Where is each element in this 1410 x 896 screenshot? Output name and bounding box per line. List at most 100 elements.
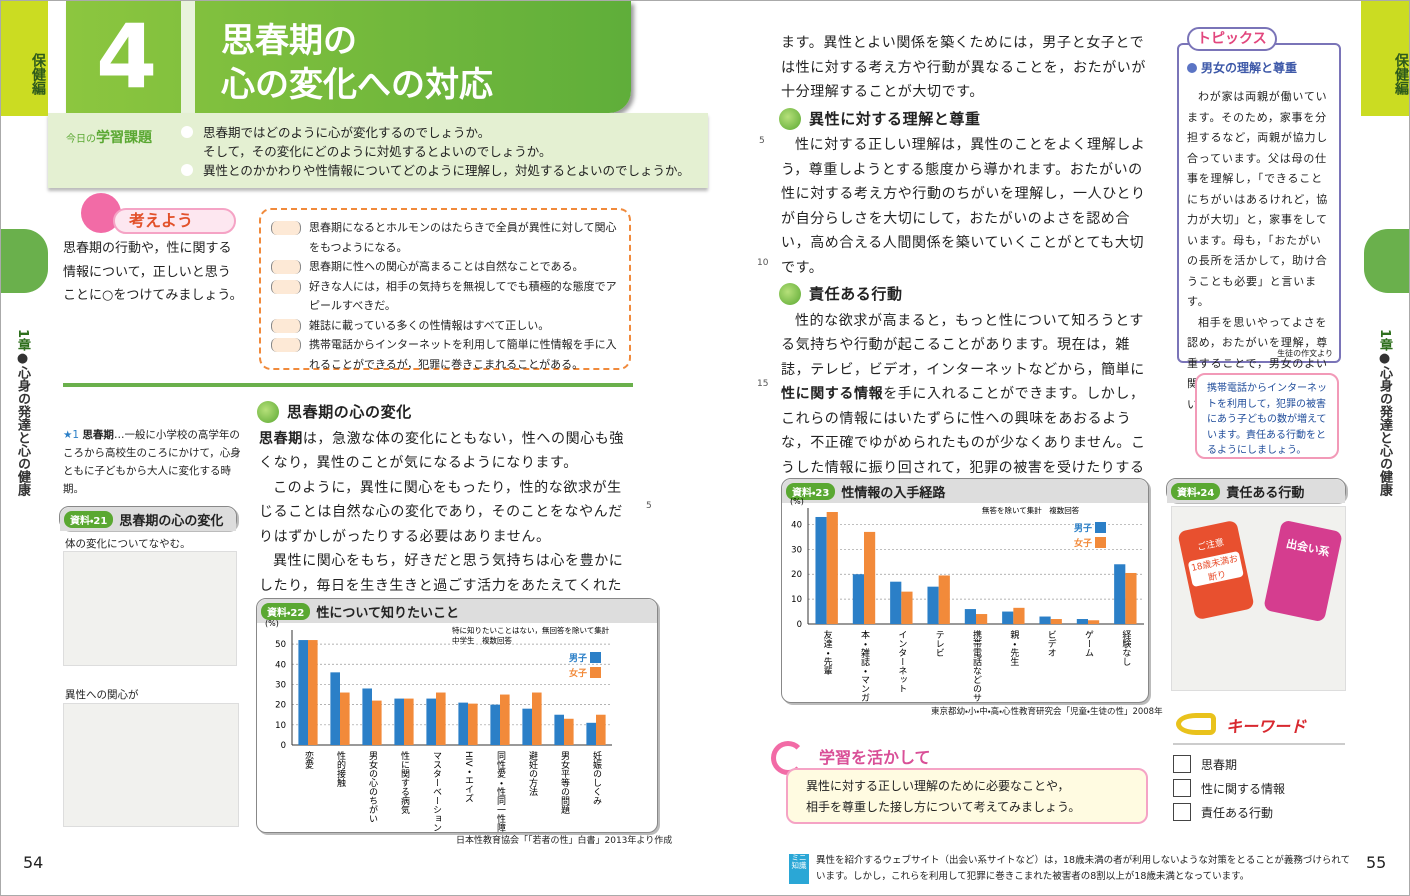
section-tab: 保健編 <box>1 1 48 116</box>
material-header: 資料・24 責任ある行動 <box>1167 479 1345 503</box>
bar <box>468 703 478 745</box>
caption: 体の変化についてなやむ。 <box>65 538 191 550</box>
legend-swatch <box>1095 537 1106 548</box>
bullet <box>181 126 193 138</box>
chart-note: 無答を除いて集計 複数回答 <box>982 505 1080 515</box>
chart-label: 資料・23 <box>786 482 836 500</box>
illustration: ご注意 18歳未満お断り 出会い系 <box>1171 506 1346 691</box>
checklist-text: 好きな人には，相手の気持ちを無視してでも積極的な態度でアピールすべきだ。 <box>309 279 617 313</box>
objective-line: 思春期ではどのように心が変化するのでしょうか。 <box>203 125 491 140</box>
material-header: 資料・21 思春期の心の変化 <box>60 507 236 531</box>
chart-box: 資料・23 性情報の入手経路 (%) 無答を除いて集計 複数回答 0 10 20 30 40 友達… <box>781 478 1149 703</box>
y-tick-label: 20 <box>275 701 286 711</box>
bullet <box>1187 62 1197 73</box>
heading-text: 異性に対する理解と尊重 <box>809 109 981 128</box>
chart-source: 東京都幼・小・中・高・心性教育研究会「児童・生徒の性」2008年 <box>931 707 1163 717</box>
topics-label: トピックス <box>1187 27 1277 51</box>
material-label: 資料・24 <box>1171 482 1221 500</box>
bar <box>522 708 532 745</box>
checklist-text: 雑誌に載っている多くの性情報はすべて正しい。 <box>309 318 550 332</box>
objective-line: 異性とのかかわりや性情報についてどのように理解し，対処するとよいのでしょうか。 <box>203 163 690 178</box>
illustration <box>63 703 239 827</box>
speech-bubble: 携帯電話からインターネットを利用して，犯罪の被害にあう子どもの数が増えています。… <box>1195 373 1339 459</box>
objective: 異性とのかかわりや性情報についてどのように理解し，対処するとよいのでしょうか。 <box>181 161 701 180</box>
x-tick-label: ゲーム <box>1083 630 1094 657</box>
heading-text: 男女の理解と尊重 <box>1201 61 1298 75</box>
body-text: 思春期の心の変化思春期は，急激な体の変化にともない，性への関心も強くなり，異性の… <box>257 398 634 623</box>
title-banner: 4 思春期の 心の変化への対応 <box>66 1 631 113</box>
x-tick-label: 親・先生 <box>1008 630 1019 666</box>
bar <box>458 702 468 745</box>
objectives-list: 思春期ではどのように心が変化するのでしょうか。 そして，その変化にどのように対処す… <box>181 123 701 180</box>
bullet <box>181 164 193 176</box>
bar <box>1050 619 1062 624</box>
keyword-text: 責任ある行動 <box>1201 805 1274 820</box>
bar <box>532 692 542 745</box>
body-text: ます。異性とよい関係を築くためには，男子と女子とでは性に対する考え方や行動が異な… <box>779 31 1156 529</box>
chart-title: 性について知りたいこと <box>316 605 459 621</box>
y-tick-label: 10 <box>275 721 286 731</box>
y-tick-label: 40 <box>791 520 802 530</box>
x-tick-label: 性的接触 <box>335 750 346 788</box>
apply-line: 異性に対する正しい理解のために必要なことや， <box>806 779 1070 793</box>
objectives-label: 今日の学習課題 <box>66 127 152 147</box>
title-line: 心の変化への対応 <box>221 65 493 105</box>
x-tick-label: マスターベーション <box>431 751 442 832</box>
bar <box>586 722 596 745</box>
chapter-number: 4 <box>96 5 158 108</box>
heading-text: 思春期の心の変化 <box>287 403 412 421</box>
objective-lines: 異性とのかかわりや性情報についてどのように理解し，対処するとよいのでしょうか。 <box>203 161 690 180</box>
text-run: このように，異性に関心をもったり，性的な欲求が生じることは自然な心の変化であり，… <box>259 479 623 545</box>
y-unit: (%) <box>265 619 279 628</box>
answer-box <box>271 338 301 352</box>
bar <box>426 698 436 745</box>
paragraph: 性に対する正しい理解は，異性のことをよく理解しよう，尊重しようとする態度から導か… <box>781 133 1156 280</box>
x-tick-label: 避妊の方法 <box>527 751 538 797</box>
bar <box>938 575 950 624</box>
x-tick-label: 性に関する病気 <box>399 750 410 815</box>
topics-source: 生徒の作文より <box>1277 349 1333 358</box>
chapter-name: ●心身の発達と心の健康 <box>1377 351 1392 497</box>
footnote-mark: ★1 <box>63 429 80 441</box>
chapter-name: ●心身の発達と心の健康 <box>15 351 30 497</box>
paragraph: このように，異性に関心をもったり，性的な欲求が生じることは自然な心の変化であり，… <box>259 476 634 550</box>
material-title: 責任ある行動 <box>1226 485 1305 501</box>
x-tick-label: 友達・先輩 <box>822 629 833 676</box>
objective-lines: 思春期ではどのように心が変化するのでしょうか。 そして，その変化にどのように対処す… <box>203 123 552 161</box>
section-heading: 異性に対する理解と尊重 <box>779 107 1156 132</box>
page-number: 55 <box>1366 853 1387 872</box>
bar <box>1088 620 1100 624</box>
chart-note: 中学生 複数回答 <box>452 635 512 645</box>
y-unit: (%) <box>790 497 804 506</box>
bar <box>394 698 404 745</box>
bar <box>852 574 864 624</box>
chart-header: 資料・22 性について知りたいこと <box>257 599 657 623</box>
label: 学習課題 <box>96 130 152 146</box>
x-tick-label: HIV・エイズ <box>463 751 474 803</box>
paragraph: 思春期は，急激な体の変化にともない，性への関心も強くなり，異性のことが気になるよ… <box>259 427 634 476</box>
heading-dot <box>779 107 801 130</box>
checklist-text: 思春期になるとホルモンのはたらきで全員が異性に対して関心をもつようになる。 <box>309 221 617 254</box>
keyword-text: 性に関する情報 <box>1201 781 1286 796</box>
bar <box>927 586 939 624</box>
section-heading: 思春期の心の変化 <box>257 400 634 425</box>
material-title: 思春期の心の変化 <box>119 513 224 529</box>
x-tick-label: 妊娠のしくみ <box>591 750 602 805</box>
page-number: 54 <box>23 853 44 872</box>
keyword-text: 思春期 <box>1201 757 1238 772</box>
legend-label: 女子 <box>1074 537 1092 549</box>
footnote: ★1 思春期…一般に小学校の高学年のころから高校生のころにかけて，心身ともに子ど… <box>63 426 241 498</box>
topics-box: トピックス 男女の理解と尊重 わが家は両親が働いています。そのため，家事を分担す… <box>1177 27 1341 411</box>
y-tick-label: 0 <box>281 741 286 751</box>
heading-dot <box>257 401 279 424</box>
footnote-term: 思春期 <box>82 429 114 441</box>
x-tick-label: 同性愛・性同一性障害 <box>495 751 506 832</box>
answer-box <box>271 221 301 235</box>
checklist-text: 思春期に性への関心が高まることは自然なことである。 <box>309 260 584 273</box>
bar <box>554 714 564 745</box>
bar <box>976 614 988 624</box>
bar <box>1013 607 1025 624</box>
label-small: 今日の <box>66 134 96 145</box>
